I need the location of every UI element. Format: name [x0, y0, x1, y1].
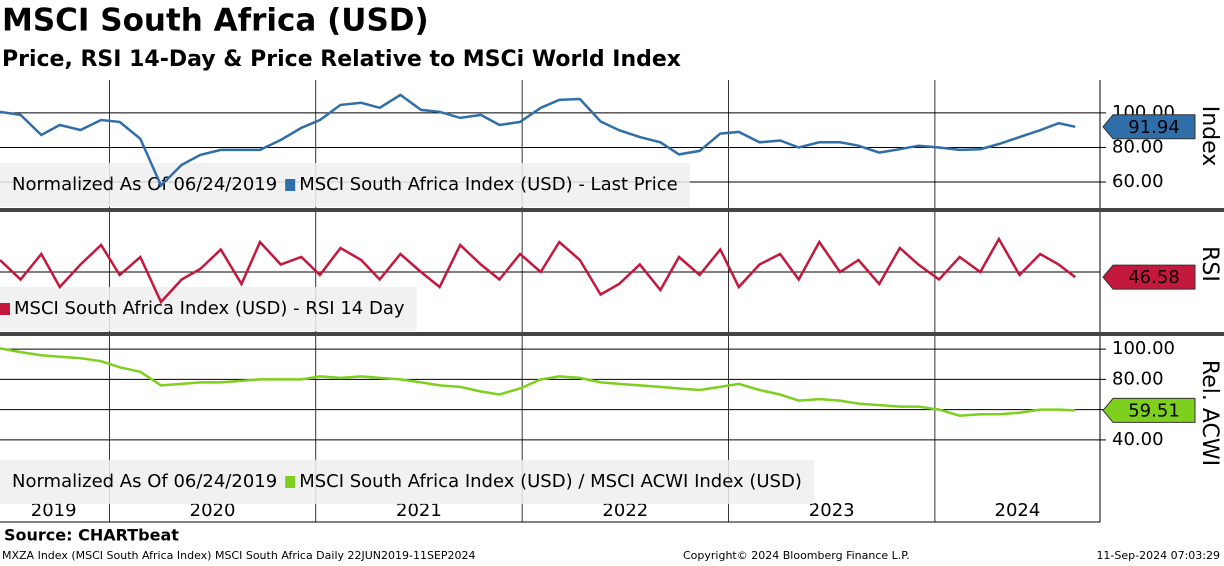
- legend-note: Normalized As Of 06/24/2019: [12, 471, 277, 492]
- x-tick-label: 2022: [602, 500, 648, 521]
- legend: MSCI South Africa Index (USD) - RSI 14 D…: [0, 287, 417, 331]
- last-value-tag: [1102, 114, 1196, 140]
- legend-swatch: [0, 303, 10, 315]
- series-line: [0, 93, 1076, 188]
- last-value-tag: [1102, 397, 1196, 423]
- x-tick-label: 2020: [190, 500, 236, 521]
- y-tick-label: 100.00: [1112, 338, 1175, 359]
- legend-label: MSCI South Africa Index (USD) / MSCI ACW…: [299, 471, 802, 492]
- legend-swatch: [285, 179, 296, 191]
- panel-separator: [0, 332, 1224, 336]
- last-value-label: 46.58: [1128, 267, 1180, 288]
- y-axis-label: Rel. ACWI: [1197, 360, 1222, 466]
- legend-bg: [0, 460, 814, 504]
- source: Source: CHARTbeat: [4, 526, 179, 545]
- panel-separator: [0, 208, 1224, 212]
- y-axis-label: Index: [1197, 106, 1222, 167]
- legend-swatch: [285, 476, 296, 488]
- series-line: [0, 236, 1076, 305]
- y-tick-label: 40.00: [1112, 429, 1164, 450]
- y-tick-label: 80.00: [1112, 368, 1164, 389]
- y-tick-label: 80.00: [1112, 136, 1164, 157]
- chart-subtitle: Price, RSI 14-Day & Price Relative to MS…: [2, 47, 681, 72]
- legend-bg: [0, 287, 417, 331]
- series-line: [0, 347, 1076, 417]
- legend-label: MSCI South Africa Index (USD) - RSI 14 D…: [14, 298, 405, 319]
- x-tick-label: 2023: [809, 500, 855, 521]
- footer-right: 11-Sep-2024 07:03:29: [1096, 549, 1220, 562]
- footer-center: Copyright© 2024 Bloomberg Finance L.P.: [683, 549, 910, 562]
- legend-label: MSCI South Africa Index (USD) - Last Pri…: [299, 174, 678, 195]
- y-axis-label: RSI: [1197, 246, 1222, 282]
- legend: Normalized As Of 06/24/2019 MSCI South Af…: [0, 163, 690, 207]
- last-value-tag: [1102, 264, 1196, 290]
- y-tick-label: 60.00: [1112, 171, 1164, 192]
- x-tick-label: 2024: [995, 500, 1041, 521]
- legend-bg: [0, 163, 690, 207]
- last-value-label: 91.94: [1128, 117, 1180, 138]
- footer-left: MXZA Index (MSCI South Africa Index) MSC…: [2, 549, 476, 562]
- chart-title: MSCI South Africa (USD): [2, 3, 429, 39]
- legend-note: Normalized As Of 06/24/2019: [12, 174, 277, 195]
- x-tick-label: 2021: [396, 500, 442, 521]
- legend: Normalized As Of 06/24/2019 MSCI South Af…: [0, 460, 814, 504]
- last-value-label: 59.51: [1128, 400, 1180, 421]
- x-tick-label: 2019: [31, 500, 77, 521]
